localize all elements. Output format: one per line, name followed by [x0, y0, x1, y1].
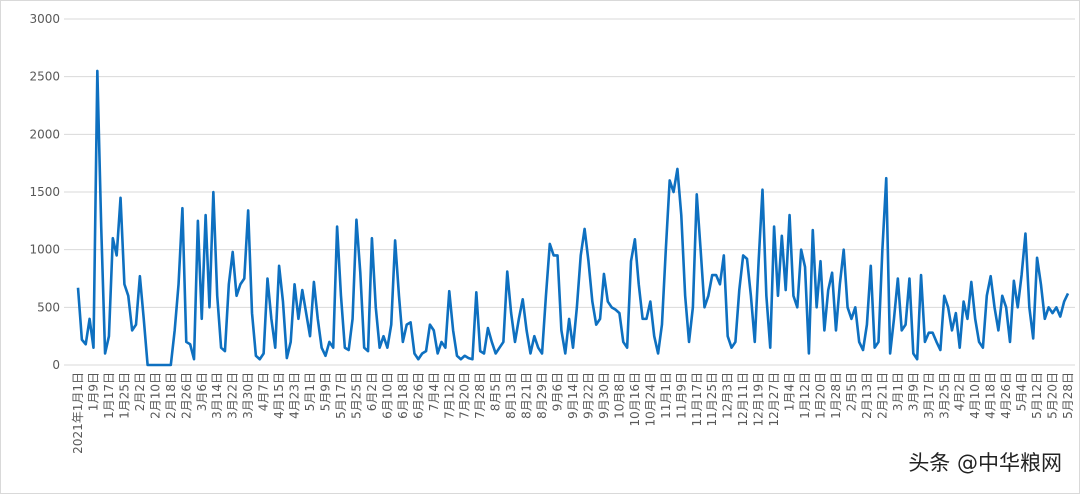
x-tick-label: 7月20日 — [458, 372, 472, 419]
y-tick-label: 0 — [52, 358, 60, 372]
x-tick-label: 4月15日 — [272, 372, 286, 419]
x-tick-label: 8月29日 — [535, 372, 549, 419]
x-tick-label: 5月28日 — [1061, 372, 1075, 419]
x-tick-label: 10月16日 — [628, 372, 642, 427]
x-tick-label: 6月18日 — [396, 372, 410, 419]
x-tick-label: 8月13日 — [504, 372, 518, 419]
x-tick-label: 8月21日 — [520, 372, 534, 419]
x-tick-label: 2月18日 — [164, 372, 178, 419]
x-tick-label: 12月27日 — [767, 372, 781, 427]
x-tick-label: 3月22日 — [226, 372, 240, 419]
x-tick-label: 3月25日 — [937, 372, 951, 419]
x-tick-label: 9月14日 — [566, 372, 580, 419]
x-tick-label: 11月9日 — [674, 372, 688, 419]
data-line — [76, 69, 1070, 367]
watermark: 头条 @中华粮网 — [908, 451, 1062, 475]
x-tick-label: 9月22日 — [581, 372, 595, 419]
x-tick-label: 3月9日 — [906, 372, 920, 411]
y-tick-label: 1500 — [29, 185, 60, 199]
x-tick-label: 4月23日 — [288, 372, 302, 419]
y-tick-label: 500 — [37, 300, 60, 314]
y-tick-label: 2500 — [29, 70, 60, 84]
x-tick-label: 12月19日 — [752, 372, 766, 427]
x-tick-label: 7月4日 — [427, 372, 441, 411]
y-tick-label: 2000 — [29, 127, 60, 141]
x-tick-label: 5月4日 — [1015, 372, 1029, 411]
x-tick-label: 5月20日 — [1046, 372, 1060, 419]
x-tick-label: 1月9日 — [86, 372, 100, 411]
x-tick-label: 4月18日 — [984, 372, 998, 419]
x-tick-label: 11月1日 — [659, 372, 673, 419]
x-tick-label: 5月17日 — [334, 372, 348, 419]
x-tick-label: 2021年1月1日 — [71, 372, 85, 454]
x-tick-label: 8月5日 — [489, 372, 503, 411]
x-tick-label: 2月2日 — [133, 372, 147, 411]
x-tick-label: 1月28日 — [829, 372, 843, 419]
x-tick-label: 3月17日 — [922, 372, 936, 419]
x-tick-label: 7月28日 — [473, 372, 487, 419]
x-tick-label: 9月30日 — [597, 372, 611, 419]
x-tick-label: 5月25日 — [349, 372, 363, 419]
x-tick-label: 1月17日 — [102, 372, 116, 419]
y-tick-label: 3000 — [29, 12, 60, 26]
x-tick-label: 1月25日 — [117, 372, 131, 419]
x-tick-label: 3月30日 — [241, 372, 255, 419]
x-tick-label: 6月10日 — [380, 372, 394, 419]
x-tick-label: 3月14日 — [210, 372, 224, 419]
x-tick-label: 3月6日 — [195, 372, 209, 411]
x-tick-label: 1月12日 — [798, 372, 812, 419]
x-tick-label: 4月26日 — [999, 372, 1013, 419]
x-tick-label: 2月10日 — [148, 372, 162, 419]
x-tick-label: 2月5日 — [844, 372, 858, 411]
x-tick-label: 6月26日 — [411, 372, 425, 419]
x-tick-label: 4月10日 — [968, 372, 982, 419]
x-tick-label: 4月7日 — [257, 372, 271, 411]
x-tick-label: 10月24日 — [643, 372, 657, 427]
x-tick-label: 1月20日 — [814, 372, 828, 419]
x-tick-label: 12月3日 — [721, 372, 735, 419]
x-tick-label: 9月6日 — [551, 372, 565, 411]
x-tick-label: 6月2日 — [365, 372, 379, 411]
x-tick-label: 7月12日 — [442, 372, 456, 419]
x-tick-label: 2月21日 — [875, 372, 889, 419]
x-tick-label: 10月8日 — [612, 372, 626, 419]
x-tick-label: 5月9日 — [319, 372, 333, 411]
x-tick-label: 5月1日 — [303, 372, 317, 411]
x-tick-label: 2月26日 — [179, 372, 193, 419]
x-tick-label: 4月2日 — [953, 372, 967, 411]
y-tick-label: 1000 — [29, 243, 60, 257]
x-tick-label: 2月13日 — [860, 372, 874, 419]
x-tick-label: 11月25日 — [705, 372, 719, 427]
x-tick-label: 11月17日 — [690, 372, 704, 427]
x-tick-label: 12月11日 — [736, 372, 750, 427]
x-tick-label: 3月1日 — [891, 372, 905, 411]
x-tick-label: 5月12日 — [1030, 372, 1044, 419]
x-tick-label: 1月4日 — [783, 372, 797, 411]
